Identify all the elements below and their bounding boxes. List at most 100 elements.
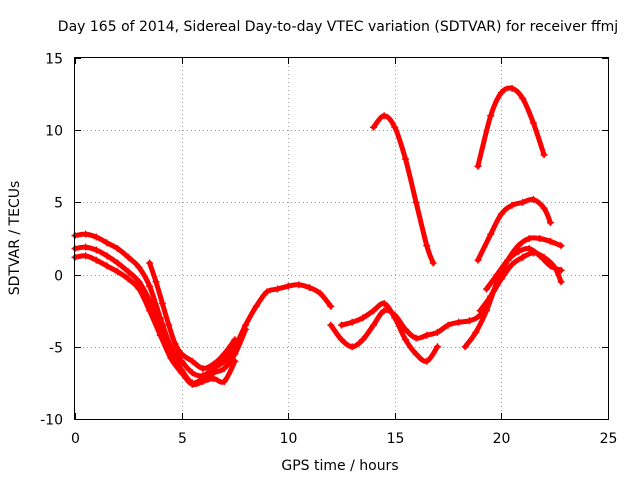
data-point (497, 210, 505, 218)
data-point (158, 299, 166, 307)
data-point (380, 299, 388, 307)
data-point (369, 123, 377, 131)
data-point (274, 285, 282, 293)
data-point (178, 369, 186, 377)
data-point (124, 268, 132, 276)
series-line (475, 196, 553, 263)
data-point (444, 321, 452, 329)
data-point (557, 266, 565, 274)
data-point (423, 357, 431, 365)
data-point (188, 380, 196, 388)
data-point (497, 275, 505, 283)
series-line (484, 245, 564, 292)
data-point (135, 263, 143, 271)
data-point (348, 318, 356, 326)
data-point (220, 350, 228, 358)
x-tick-label: 10 (280, 431, 298, 447)
data-point (231, 336, 239, 344)
data-point (231, 357, 239, 365)
data-point (423, 331, 431, 339)
data-point (338, 321, 345, 329)
y-tick-label: 0 (54, 269, 63, 285)
data-point (178, 350, 186, 358)
data-point (114, 268, 122, 276)
data-point (348, 343, 356, 351)
data-point (472, 328, 480, 336)
data-point (152, 278, 160, 286)
data-point (508, 84, 516, 92)
y-tick-label: -10 (40, 413, 63, 429)
series-arc-8 (474, 84, 548, 170)
series-arc-4 (146, 259, 239, 372)
data-point (540, 151, 548, 159)
x-tick-label: 0 (71, 431, 80, 447)
data-point (242, 325, 250, 333)
series-line (147, 260, 238, 372)
data-point (429, 259, 437, 267)
data-point (146, 282, 154, 290)
data-point (519, 198, 527, 206)
ticks-layer: 0 5 10 15 20 25 -10 -5 0 5 10 15 (40, 52, 617, 448)
data-point (391, 314, 399, 322)
data-point (487, 112, 495, 120)
data-point (557, 242, 565, 250)
data-point (508, 260, 516, 268)
data-point (220, 364, 228, 372)
series-arc-6 (338, 299, 441, 365)
data-point (103, 252, 111, 260)
series-line (72, 231, 334, 379)
series-arc-1 (71, 230, 335, 380)
chart-title: Day 165 of 2014, Sidereal Day-to-day VTE… (58, 19, 618, 35)
data-point (114, 245, 122, 253)
data-point (167, 354, 175, 362)
x-tick-label: 15 (387, 431, 405, 447)
data-point (359, 336, 367, 344)
y-tick-label: 15 (45, 52, 63, 68)
x-tick-label: 20 (493, 431, 511, 447)
data-point (557, 278, 565, 286)
data-point (92, 256, 100, 264)
data-point (306, 284, 314, 292)
y-tick-label: 5 (54, 196, 63, 212)
series-line (339, 300, 440, 364)
data-point (401, 336, 409, 344)
data-point (401, 155, 409, 163)
data-point (369, 321, 377, 329)
data-point (156, 331, 164, 339)
data-point (519, 94, 527, 102)
data-point (231, 350, 239, 358)
data-point (220, 377, 228, 385)
data-point (199, 377, 207, 385)
series-layer (71, 84, 565, 388)
data-point (338, 336, 345, 344)
series-line (475, 85, 547, 169)
data-point (103, 262, 111, 270)
data-point (514, 247, 522, 255)
data-point (92, 246, 100, 254)
series-arc-12 (482, 245, 565, 293)
data-point (455, 318, 463, 326)
data-point (210, 375, 218, 383)
data-point (529, 196, 537, 204)
data-point (536, 235, 544, 242)
data-point (412, 334, 420, 342)
plot-frame (74, 57, 609, 420)
y-tick-label: 10 (45, 124, 63, 140)
data-point (124, 253, 132, 261)
data-point (433, 343, 441, 351)
data-point (316, 289, 324, 297)
data-point (493, 271, 501, 279)
data-point (504, 256, 512, 264)
data-point (412, 350, 420, 358)
data-point (135, 278, 143, 286)
data-point (546, 219, 554, 227)
data-point (529, 119, 537, 127)
data-point (188, 357, 196, 365)
data-point (103, 239, 111, 247)
data-point (536, 252, 544, 260)
data-point (412, 198, 420, 206)
series-arc-7 (369, 112, 437, 267)
data-point (380, 307, 388, 315)
data-point (199, 364, 207, 372)
